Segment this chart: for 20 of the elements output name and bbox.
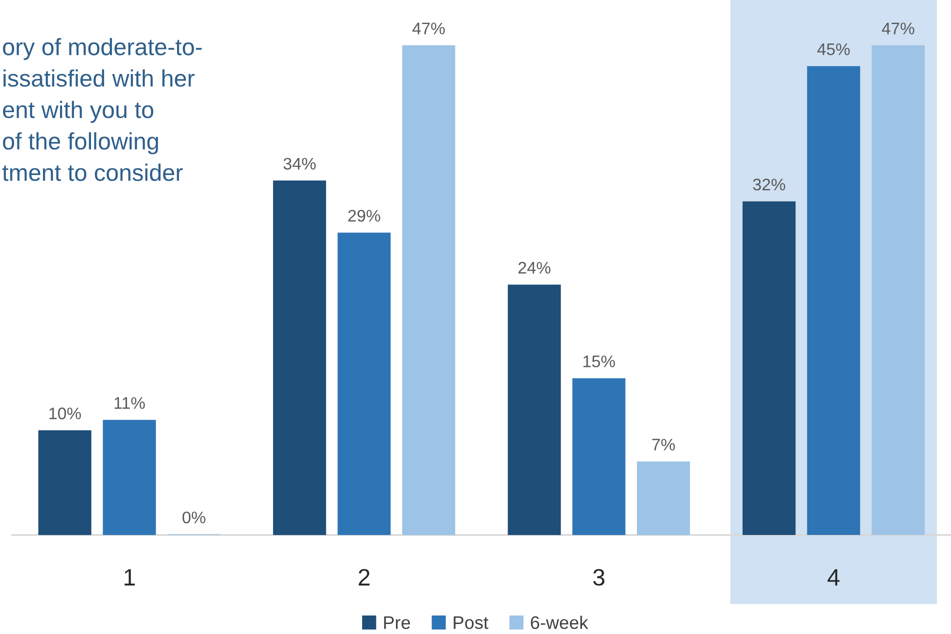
x-tick-label: 2	[358, 568, 370, 586]
data-label: 24%	[518, 262, 550, 274]
legend-label: Post	[454, 616, 488, 630]
data-label: 47%	[882, 22, 914, 34]
data-label: 29%	[348, 210, 380, 222]
x-tick-label: 3	[593, 568, 604, 586]
data-label: 7%	[652, 438, 675, 450]
x-tick-label: 1	[124, 569, 135, 586]
legend-label: Pre	[384, 616, 410, 630]
data-label: 34%	[284, 158, 316, 170]
legend-label: 6-week	[530, 616, 588, 630]
data-label: 15%	[583, 356, 615, 368]
data-label: 11%	[114, 397, 145, 409]
x-tick-label: 4	[828, 569, 840, 586]
data-label: 10%	[49, 408, 81, 420]
data-label: 32%	[753, 178, 786, 190]
data-label: 0%	[182, 512, 206, 524]
annotation: ory of moderate-to- issatisfied with her ent with you to of the following tment to consider	[2, 38, 202, 182]
data-label: 45%	[817, 43, 850, 56]
data-label: 47%	[412, 22, 445, 34]
